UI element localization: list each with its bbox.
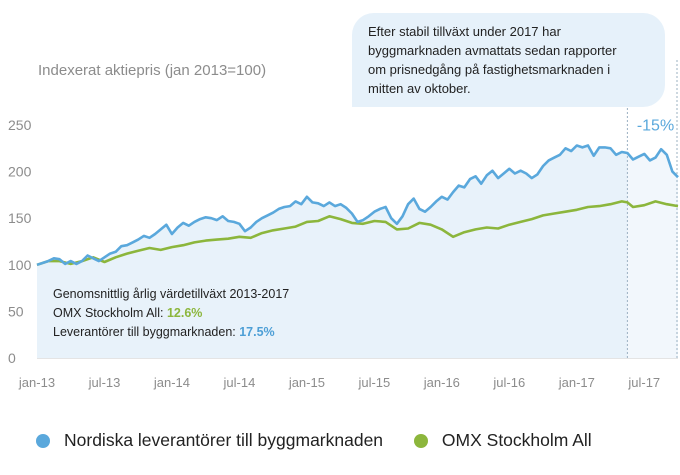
nordic-area-fill bbox=[37, 145, 678, 358]
omx-series-line bbox=[36, 200, 679, 267]
legend-marker-nordic bbox=[36, 433, 50, 448]
x-tick-label: jul-13 bbox=[88, 375, 121, 390]
x-tick-label: jan-17 bbox=[558, 375, 595, 390]
x-tick-label: jul-16 bbox=[492, 375, 525, 390]
change-annotation: -15% bbox=[637, 118, 674, 135]
callout-line: Efter stabil tillväxt under 2017 har bbox=[368, 24, 561, 39]
highlight-overlay bbox=[627, 80, 678, 358]
y-tick-label: 150 bbox=[8, 210, 32, 226]
x-axis-ticks: jan-13 jul-13 jan-14 jul-14 jan-15 jul-15 jan-… bbox=[18, 375, 660, 390]
x-tick-label: jan-16 bbox=[423, 375, 460, 390]
legend-item-nordic: Nordiska leverantörer till byggmarknaden bbox=[36, 430, 383, 451]
y-tick-label: 50 bbox=[8, 303, 24, 319]
stats-nordic-value: 17.5% bbox=[239, 325, 275, 339]
stats-heading: Genomsnittlig årlig värdetillväxt 2013-2… bbox=[53, 287, 290, 301]
callout-line: mitten av oktober. bbox=[368, 81, 471, 96]
callout-line: byggmarknaden avmattats sedan rapporter bbox=[368, 43, 617, 58]
legend-marker-omx bbox=[413, 433, 428, 448]
highlight-region bbox=[626, 60, 678, 358]
legend: Nordiska leverantörer till byggmarknaden… bbox=[36, 430, 592, 453]
legend-item-omx: OMX Stockholm All bbox=[413, 430, 592, 451]
stats-nordic-label: Leverantörer till byggmarknaden: bbox=[53, 325, 240, 339]
x-tick-label: jul-15 bbox=[357, 375, 390, 390]
y-axis-title: Indexerat aktiepris (jan 2013=100) bbox=[38, 62, 267, 79]
y-tick-label: 200 bbox=[8, 164, 32, 180]
x-tick-label: jan-15 bbox=[288, 375, 325, 390]
y-axis-ticks: 0 50 100 150 200 250 bbox=[8, 117, 32, 366]
nordic-series-line bbox=[36, 144, 679, 267]
stats-nordic-row: Leverantörer till byggmarknaden: 17.5% bbox=[53, 323, 289, 342]
legend-label-nordic: Nordiska leverantörer till byggmarknaden bbox=[64, 430, 384, 450]
y-tick-label: 250 bbox=[8, 117, 32, 133]
legend-label-omx: OMX Stockholm All bbox=[441, 430, 592, 450]
stats-omx-label: OMX Stockholm All: bbox=[53, 306, 167, 320]
y-tick-label: 100 bbox=[8, 257, 32, 273]
x-tick-label: jan-14 bbox=[153, 375, 190, 390]
y-tick-label: 0 bbox=[8, 350, 16, 366]
callout-line: om prisnedgång på fastighetsmarknaden i bbox=[368, 62, 611, 77]
callout-box: Efter stabil tillväxt under 2017 har byg… bbox=[352, 13, 665, 107]
growth-stats: Genomsnittlig årlig värdetillväxt 2013-2… bbox=[53, 285, 289, 342]
x-tick-label: jul-17 bbox=[627, 375, 660, 390]
stats-omx-value: 12.6% bbox=[166, 306, 203, 320]
stats-omx-row: OMX Stockholm All: 12.6% bbox=[53, 304, 289, 323]
x-tick-label: jul-14 bbox=[223, 375, 256, 390]
x-tick-label: jan-13 bbox=[18, 375, 55, 390]
